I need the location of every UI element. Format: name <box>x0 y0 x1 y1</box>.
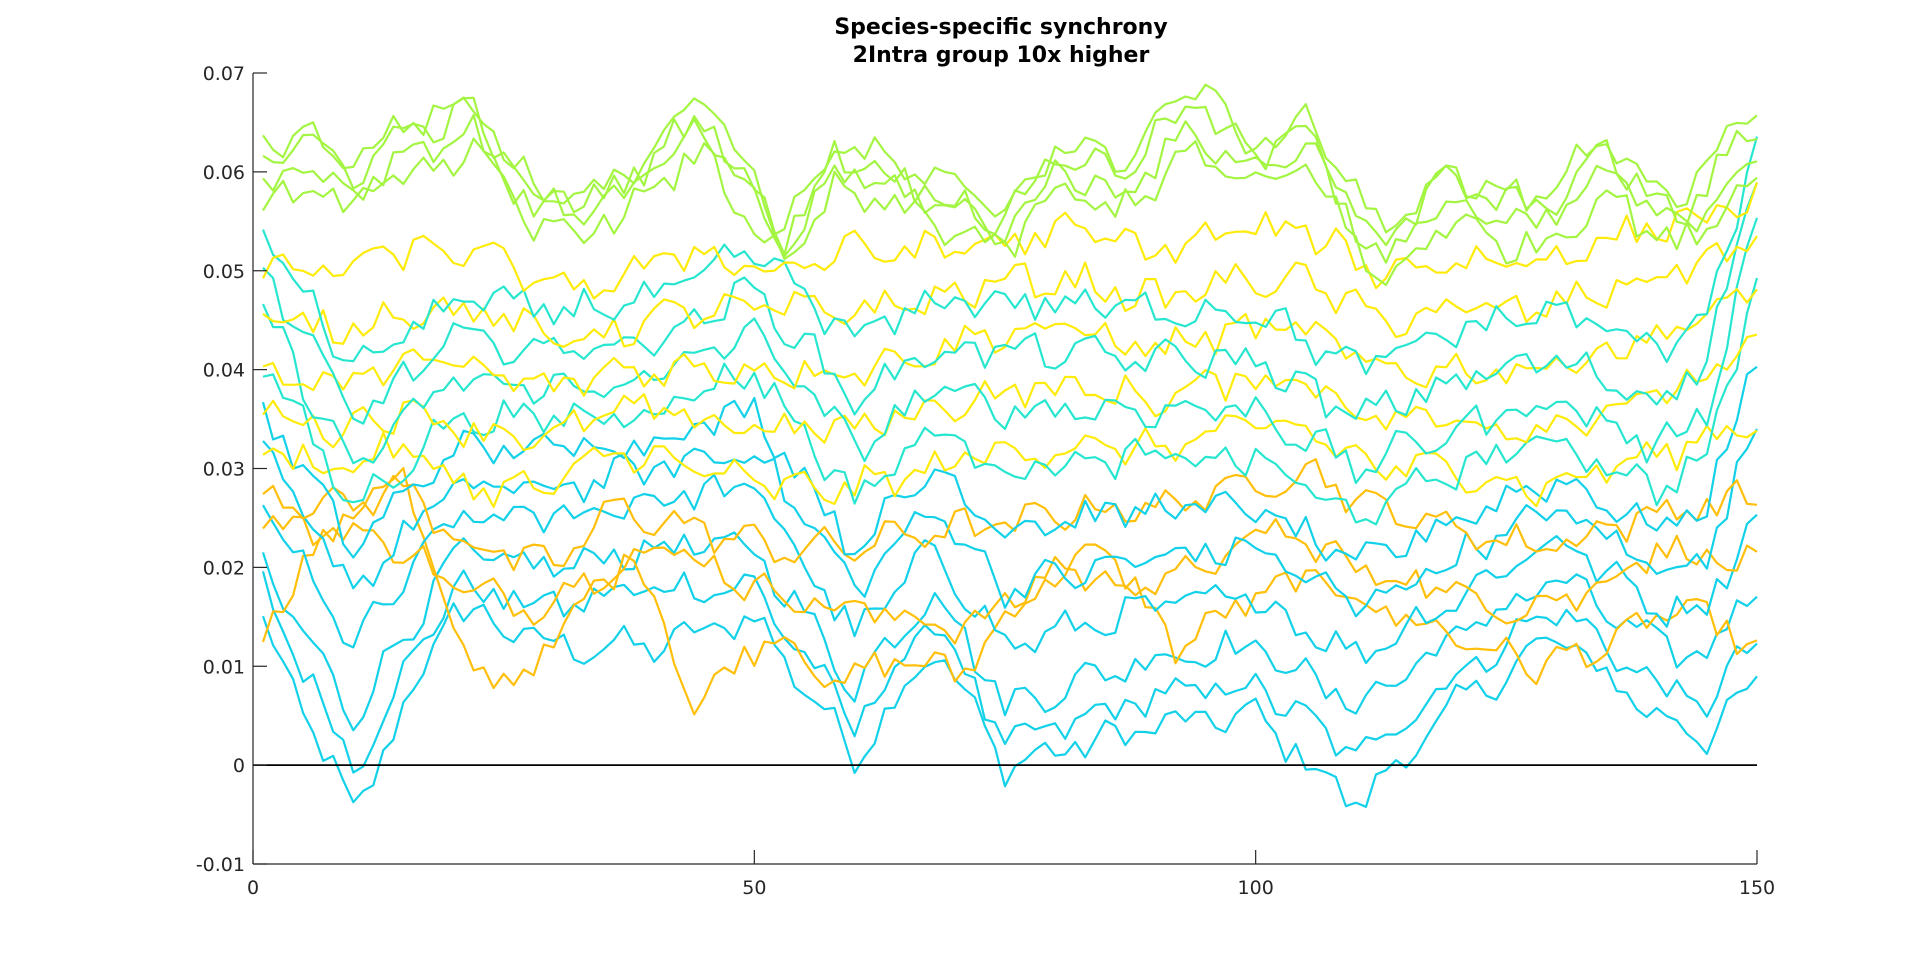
series-layer <box>261 83 1759 808</box>
series-line-20 <box>262 114 1758 264</box>
chart-title: Species-specific synchrony <box>834 15 1167 40</box>
series-line-3 <box>261 531 1758 732</box>
series-line-8 <box>262 458 1758 572</box>
series-line-14 <box>262 288 1758 397</box>
series-line-19 <box>262 137 1758 287</box>
chart-subtitle: 2Intra group 10x higher <box>853 43 1150 68</box>
series-line-17 <box>261 136 1759 376</box>
series-line-9 <box>261 365 1758 562</box>
series-line-12 <box>262 333 1758 452</box>
series-line-10 <box>262 414 1758 508</box>
series-line-11 <box>262 277 1759 526</box>
series-line-7 <box>262 428 1758 618</box>
y-tick-label: -0.01 <box>196 854 245 876</box>
series-line-18 <box>262 182 1759 300</box>
y-tick-label: 0.04 <box>203 360 245 382</box>
x-tick-label: 150 <box>1739 877 1775 899</box>
y-tick-label: 0.07 <box>203 63 245 85</box>
series-line-4 <box>261 467 1758 716</box>
series-line-16 <box>262 235 1758 348</box>
y-tick-label: 0.05 <box>203 261 245 283</box>
y-tick-label: 0.01 <box>203 656 245 678</box>
y-tick-label: 0.06 <box>203 162 245 184</box>
series-line-22 <box>262 83 1758 236</box>
y-tick-label: 0.03 <box>203 459 245 481</box>
series-line-15 <box>262 182 1759 425</box>
series-line-6 <box>262 515 1758 645</box>
x-tick-label: 0 <box>247 877 259 899</box>
y-tick-label: 0.02 <box>203 557 245 579</box>
series-line-5 <box>262 473 1758 665</box>
y-tick-label: 0 <box>233 755 245 777</box>
x-tick-label: 100 <box>1238 877 1274 899</box>
series-line-1 <box>261 602 1758 808</box>
x-tick-label: 50 <box>742 877 766 899</box>
series-line-13 <box>261 217 1759 485</box>
